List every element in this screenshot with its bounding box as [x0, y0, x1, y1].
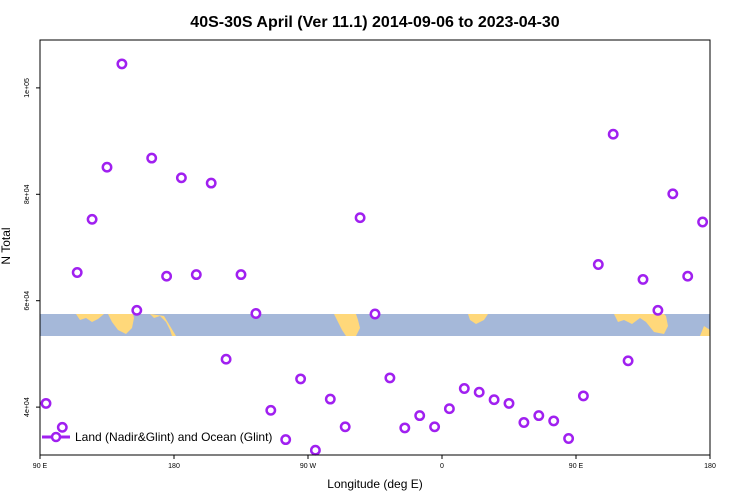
- map-strip: [40, 314, 710, 336]
- data-point: [429, 421, 441, 433]
- data-point: [533, 410, 545, 422]
- data-point: [622, 355, 634, 367]
- data-point: [205, 177, 217, 189]
- map-land: [150, 314, 176, 336]
- data-point: [295, 373, 307, 385]
- data-point: [548, 415, 560, 427]
- data-point: [220, 353, 232, 365]
- x-tick-label: 180: [168, 463, 180, 470]
- legend-label: Land (Nadir&Glint) and Ocean (Glint): [75, 430, 272, 444]
- map-land: [614, 314, 668, 334]
- data-point: [40, 397, 52, 409]
- data-point: [309, 444, 321, 456]
- data-point: [86, 213, 98, 225]
- data-point: [339, 421, 351, 433]
- x-axis-label: Longitude (deg E): [327, 477, 422, 491]
- data-point: [56, 421, 68, 433]
- data-point: [458, 383, 470, 394]
- legend-marker: [50, 431, 62, 443]
- map-land: [334, 314, 360, 336]
- data-point: [667, 188, 679, 200]
- data-point: [607, 128, 619, 140]
- map-ocean: [40, 314, 710, 336]
- y-tick-label: 8e+04: [24, 184, 31, 204]
- data-point: [399, 422, 411, 434]
- data-point: [71, 267, 83, 278]
- data-point: [384, 372, 396, 384]
- data-point: [175, 172, 187, 184]
- data-point: [473, 386, 485, 398]
- y-axis-label: N Total: [0, 227, 13, 264]
- x-tick-label: 0: [440, 463, 444, 470]
- data-point: [577, 390, 589, 402]
- x-tick-label: 90 E: [569, 463, 584, 470]
- y-axis: 4e+04 6e+04 8e+04 1e+05: [24, 78, 40, 417]
- data-point: [116, 58, 128, 70]
- plot-frame: [39, 39, 711, 456]
- legend: Land (Nadir&Glint) and Ocean (Glint): [42, 430, 272, 444]
- map-land: [700, 326, 710, 336]
- data-point: [265, 404, 277, 416]
- data-point: [682, 270, 694, 282]
- data-points: [40, 58, 709, 456]
- x-tick-label: 90 E: [33, 463, 48, 470]
- y-tick-label: 4e+04: [24, 397, 31, 417]
- data-point: [369, 308, 381, 320]
- data-point: [443, 403, 455, 415]
- y-tick-label: 1e+05: [24, 78, 31, 98]
- map-land: [468, 314, 488, 324]
- x-tick-label: 90 W: [300, 463, 317, 470]
- data-point: [592, 259, 604, 270]
- data-point: [190, 269, 202, 281]
- data-point: [250, 308, 262, 319]
- data-point: [235, 269, 247, 281]
- data-point: [652, 304, 664, 316]
- data-point: [161, 270, 173, 282]
- y-tick-label: 6e+04: [24, 291, 31, 311]
- data-point: [563, 433, 575, 444]
- data-point: [280, 434, 292, 446]
- data-point: [324, 393, 336, 405]
- x-tick-label: 180: [704, 463, 716, 470]
- data-point: [131, 304, 143, 316]
- map-land: [76, 314, 104, 322]
- data-point: [101, 161, 113, 173]
- data-point: [503, 397, 515, 409]
- chart-title: 40S-30S April (Ver 11.1) 2014-09-06 to 2…: [190, 14, 560, 31]
- data-point: [146, 152, 158, 164]
- data-point: [354, 212, 366, 224]
- map-land: [108, 314, 134, 334]
- data-point: [488, 394, 500, 406]
- x-axis: 90 E 180 90 W 0 90 E 180: [33, 455, 716, 470]
- data-point: [414, 410, 426, 422]
- data-point: [518, 417, 530, 428]
- data-point: [697, 216, 709, 228]
- data-point: [637, 273, 649, 285]
